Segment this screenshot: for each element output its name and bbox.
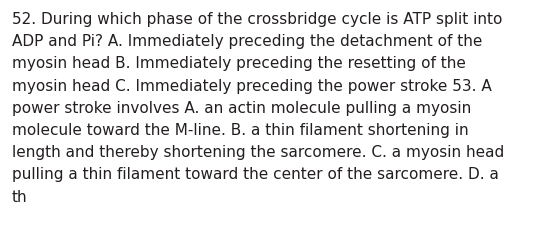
Text: 52. During which phase of the crossbridge cycle is ATP split into
ADP and Pi? A.: 52. During which phase of the crossbridg…	[12, 12, 504, 204]
